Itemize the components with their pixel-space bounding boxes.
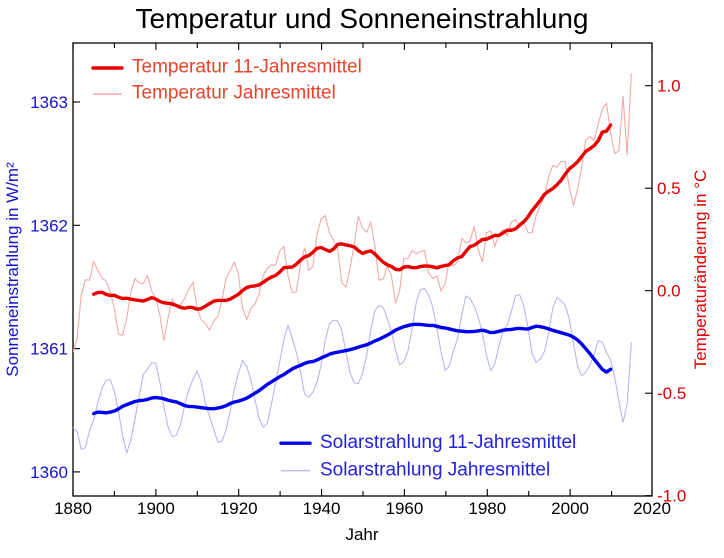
svg-text:0.0: 0.0 [657,282,681,301]
svg-text:1900: 1900 [137,499,175,518]
svg-text:1920: 1920 [220,499,258,518]
svg-text:1960: 1960 [385,499,423,518]
svg-text:1.0: 1.0 [657,77,681,96]
svg-text:1362: 1362 [30,216,68,235]
svg-text:Temperatur Jahresmittel: Temperatur Jahresmittel [132,83,336,104]
svg-text:Jahr: Jahr [345,525,378,544]
svg-text:Temperatur 11-Jahresmittel: Temperatur 11-Jahresmittel [132,57,362,78]
svg-text:1360: 1360 [30,463,68,482]
svg-text:Solarstrahlung 11-Jahresmittel: Solarstrahlung 11-Jahresmittel [320,432,576,453]
svg-text:Temperatur und Sonneneinstrahl: Temperatur und Sonneneinstrahlung [136,3,589,34]
svg-text:Solarstrahlung Jahresmittel: Solarstrahlung Jahresmittel [320,459,550,480]
svg-text:1880: 1880 [54,499,92,518]
svg-text:1361: 1361 [30,340,68,359]
svg-text:-1.0: -1.0 [657,487,686,506]
svg-text:Sonneneinstrahlung in W/m²: Sonneneinstrahlung in W/m² [3,162,22,377]
svg-text:1363: 1363 [30,93,68,112]
svg-text:-0.5: -0.5 [657,384,686,403]
svg-text:1940: 1940 [303,499,341,518]
svg-text:Temperaturänderung in °C: Temperaturänderung in °C [691,170,710,370]
svg-text:0.5: 0.5 [657,179,681,198]
svg-text:1980: 1980 [468,499,506,518]
svg-text:2000: 2000 [551,499,589,518]
